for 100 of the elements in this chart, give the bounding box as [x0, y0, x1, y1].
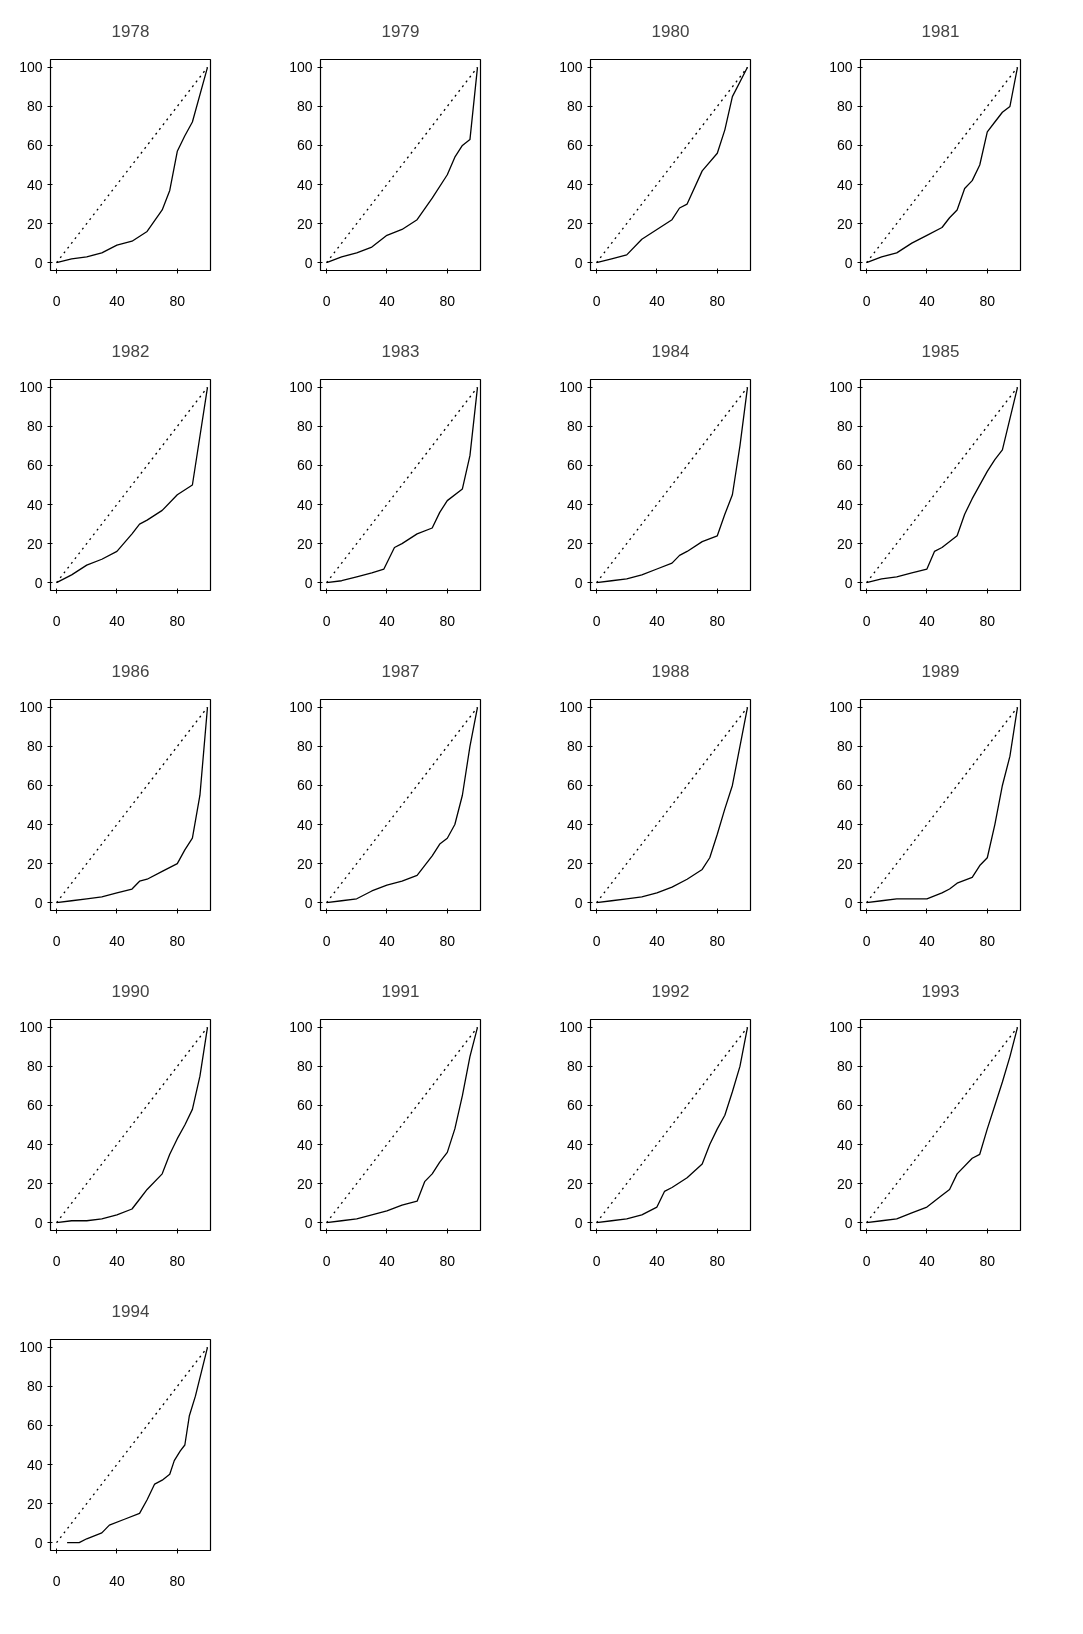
y-tick-label: 0 — [304, 574, 313, 591]
x-tick-label: 0 — [322, 932, 331, 949]
chart-title: 1989 — [921, 662, 960, 681]
x-tick-label: 0 — [52, 1252, 61, 1269]
x-tick-label: 80 — [439, 932, 456, 949]
y-tick-label: 20 — [566, 215, 583, 232]
y-tick-label: 40 — [26, 176, 43, 193]
y-tick-label: 40 — [26, 816, 43, 833]
chart-title: 1978 — [111, 22, 150, 41]
y-tick-label: 80 — [296, 98, 313, 115]
y-tick-label: 60 — [566, 457, 583, 474]
y-tick-label: 100 — [19, 379, 43, 396]
y-tick-label: 100 — [19, 699, 43, 716]
y-tick-label: 60 — [566, 777, 583, 794]
y-tick-label: 0 — [844, 574, 853, 591]
y-tick-label: 80 — [296, 738, 313, 755]
y-tick-label: 60 — [26, 457, 43, 474]
y-tick-label: 60 — [296, 1097, 313, 1114]
y-tick-label: 20 — [296, 215, 313, 232]
y-tick-label: 40 — [566, 1136, 583, 1153]
chart-title: 1990 — [111, 982, 150, 1001]
y-tick-label: 60 — [296, 777, 313, 794]
y-tick-label: 40 — [836, 816, 853, 833]
y-tick-label: 20 — [836, 535, 853, 552]
y-tick-label: 20 — [296, 535, 313, 552]
y-tick-label: 100 — [19, 59, 43, 76]
y-tick-label: 80 — [566, 418, 583, 435]
x-tick-label: 0 — [52, 292, 61, 309]
y-tick-label: 60 — [26, 777, 43, 794]
x-tick-label: 40 — [109, 612, 125, 629]
y-tick-label: 40 — [566, 496, 583, 513]
chart-title: 1984 — [651, 342, 690, 361]
y-tick-label: 100 — [829, 379, 853, 396]
y-tick-label: 80 — [566, 98, 583, 115]
y-tick-label: 100 — [289, 59, 313, 76]
x-tick-label: 40 — [379, 932, 395, 949]
x-tick-label: 0 — [592, 612, 601, 629]
y-tick-label: 80 — [296, 418, 313, 435]
y-tick-label: 20 — [26, 535, 43, 552]
y-tick-label: 100 — [559, 59, 583, 76]
y-tick-label: 80 — [566, 738, 583, 755]
y-tick-label: 20 — [26, 1495, 43, 1512]
x-tick-label: 80 — [169, 1252, 186, 1269]
y-tick-label: 0 — [844, 254, 853, 271]
y-tick-label: 100 — [559, 379, 583, 396]
y-tick-label: 100 — [559, 699, 583, 716]
y-tick-label: 80 — [26, 98, 43, 115]
x-tick-label: 80 — [979, 1252, 996, 1269]
x-tick-label: 80 — [979, 292, 996, 309]
y-tick-label: 0 — [574, 894, 583, 911]
y-tick-label: 60 — [836, 137, 853, 154]
y-tick-label: 20 — [566, 535, 583, 552]
chart-title: 1980 — [651, 22, 690, 41]
x-tick-label: 40 — [379, 612, 395, 629]
x-tick-label: 80 — [709, 1252, 726, 1269]
chart-title: 1981 — [921, 22, 960, 41]
y-tick-label: 80 — [836, 98, 853, 115]
x-tick-label: 40 — [109, 1572, 125, 1589]
chart-title: 1994 — [111, 1302, 150, 1321]
y-tick-label: 40 — [296, 816, 313, 833]
y-tick-label: 60 — [836, 457, 853, 474]
x-tick-label: 0 — [52, 612, 61, 629]
y-tick-label: 40 — [566, 176, 583, 193]
y-tick-label: 0 — [304, 254, 313, 271]
y-tick-label: 0 — [574, 1214, 583, 1231]
y-tick-label: 20 — [296, 1175, 313, 1192]
x-tick-label: 40 — [649, 932, 665, 949]
x-tick-label: 0 — [862, 932, 871, 949]
x-tick-label: 40 — [109, 1252, 125, 1269]
x-tick-label: 80 — [979, 612, 996, 629]
y-tick-label: 20 — [26, 1175, 43, 1192]
chart-title: 1988 — [651, 662, 690, 681]
x-tick-label: 40 — [109, 932, 125, 949]
chart-title: 1993 — [921, 982, 960, 1001]
y-tick-label: 0 — [304, 894, 313, 911]
x-tick-label: 0 — [322, 612, 331, 629]
x-tick-label: 0 — [592, 292, 601, 309]
y-tick-label: 80 — [26, 1378, 43, 1395]
y-tick-label: 60 — [566, 137, 583, 154]
y-tick-label: 0 — [34, 1214, 43, 1231]
y-tick-label: 100 — [289, 1019, 313, 1036]
x-tick-label: 80 — [709, 612, 726, 629]
y-tick-label: 100 — [19, 1019, 43, 1036]
y-tick-label: 100 — [289, 699, 313, 716]
y-tick-label: 20 — [26, 215, 43, 232]
y-tick-label: 100 — [829, 59, 853, 76]
x-tick-label: 40 — [379, 1252, 395, 1269]
chart-title: 1982 — [111, 342, 150, 361]
y-tick-label: 40 — [836, 1136, 853, 1153]
x-tick-label: 40 — [109, 292, 125, 309]
y-tick-label: 100 — [559, 1019, 583, 1036]
x-tick-label: 80 — [709, 292, 726, 309]
chart-title: 1986 — [111, 662, 150, 681]
y-tick-label: 40 — [296, 496, 313, 513]
y-tick-label: 80 — [566, 1058, 583, 1075]
x-tick-label: 80 — [169, 612, 186, 629]
x-tick-label: 0 — [52, 932, 61, 949]
y-tick-label: 40 — [836, 176, 853, 193]
x-tick-label: 40 — [919, 1252, 935, 1269]
x-tick-label: 40 — [919, 292, 935, 309]
